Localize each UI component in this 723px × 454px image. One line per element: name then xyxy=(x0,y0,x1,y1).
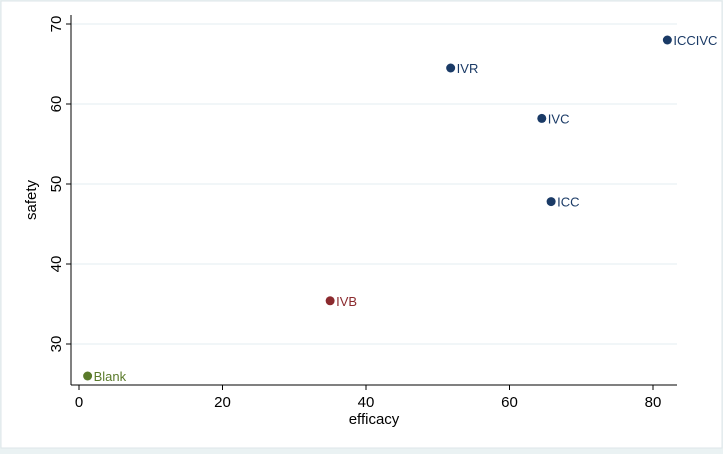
grid-lines xyxy=(71,23,677,345)
point-marker xyxy=(83,371,93,381)
x-tick-label: 80 xyxy=(645,394,662,411)
point-marker xyxy=(325,296,335,306)
y-tick-label: 70 xyxy=(48,16,65,33)
x-tick-label: 0 xyxy=(75,394,83,411)
point-marker xyxy=(537,113,547,123)
y-tick-label: 50 xyxy=(48,176,65,193)
y-tick-label: 40 xyxy=(48,256,65,273)
point-label: IVR xyxy=(457,61,479,76)
data-points: Blank IVB IVR IVC ICC ICCIVC xyxy=(83,33,717,384)
point-marker xyxy=(446,63,456,73)
point-label: IVB xyxy=(336,294,357,309)
point-label: ICCIVC xyxy=(673,33,717,48)
scatter-point-ivr: IVR xyxy=(446,61,478,76)
y-tick-label: 60 xyxy=(48,96,65,113)
plot-area xyxy=(71,15,677,385)
point-label: IVC xyxy=(548,111,570,126)
y-tick-label: 30 xyxy=(48,336,65,353)
point-label: ICC xyxy=(557,195,579,210)
scatter-point-iccivc: ICCIVC xyxy=(662,33,717,48)
scatter-point-ivc: IVC xyxy=(537,111,569,126)
x-tick-label: 40 xyxy=(358,394,375,411)
scatter-point-icc: ICC xyxy=(546,195,580,210)
x-tick-label: 20 xyxy=(214,394,231,411)
x-axis-ticks: 0 20 40 60 80 xyxy=(75,385,662,411)
scatter-point-blank: Blank xyxy=(83,369,127,384)
y-axis-title: safety xyxy=(23,179,40,220)
x-tick-label: 60 xyxy=(501,394,518,411)
point-marker xyxy=(662,35,672,45)
y-axis-ticks: 30 40 50 60 70 xyxy=(48,16,71,353)
scatter-point-ivb: IVB xyxy=(325,294,357,309)
point-label: Blank xyxy=(94,369,127,384)
point-marker xyxy=(546,197,556,207)
x-axis-title: efficacy xyxy=(349,411,400,428)
